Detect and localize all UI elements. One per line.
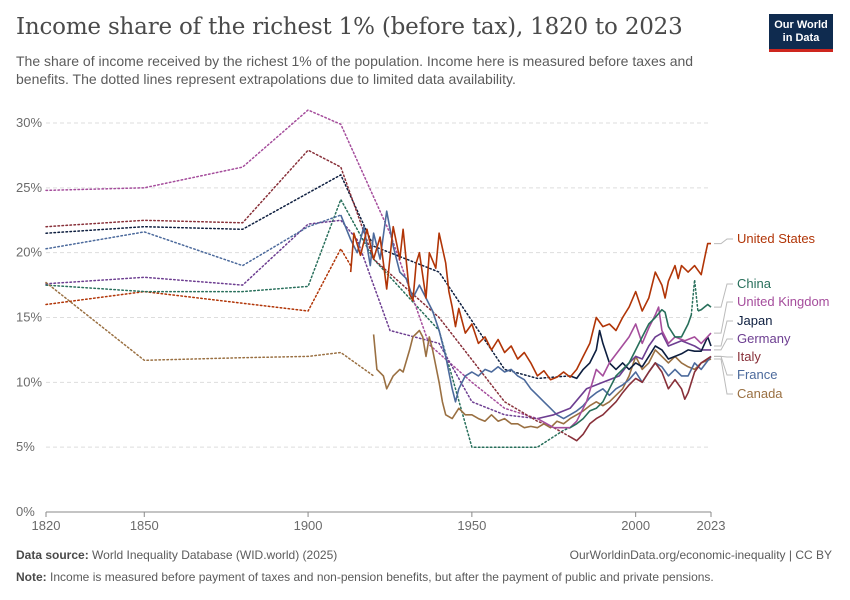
y-tick-label: 15% (16, 310, 42, 325)
series-japan-extrapolation (45, 173, 571, 380)
series-lines (45, 109, 712, 448)
series-united-states-line[interactable] (349, 225, 711, 381)
x-tick-label: 1850 (130, 518, 159, 533)
y-axis-ticks: 0% 5% 10% 15% 20% 25% 30% (16, 115, 42, 519)
footnote: Note: Income is measured before payment … (16, 570, 714, 584)
y-tick-label: 30% (16, 115, 42, 130)
series-united-states-extrapolation (45, 247, 352, 312)
label-connector (714, 301, 733, 334)
grid-lines (46, 122, 711, 513)
series-germany-extrapolation (45, 219, 539, 420)
label-connector (714, 283, 733, 308)
series-canada-extrapolation (45, 281, 375, 377)
series-label-united-states[interactable]: United States (737, 231, 816, 246)
note-text: Income is measured before payment of tax… (46, 570, 714, 584)
series-label-italy[interactable]: Italy (737, 349, 761, 364)
series-china-extrapolation (690, 279, 699, 316)
x-tick-label: 1950 (457, 518, 486, 533)
logo-line-1: Our World (774, 19, 828, 31)
label-connector (714, 355, 733, 376)
series-china-line[interactable] (697, 303, 712, 312)
series-canada-line[interactable] (372, 329, 712, 429)
label-connector (714, 238, 733, 245)
y-tick-label: 20% (16, 245, 42, 260)
series-united-kingdom-line[interactable] (537, 306, 712, 429)
source-url-link[interactable]: OurWorldinData.org/economic-inequality |… (569, 548, 832, 562)
series-label-germany[interactable]: Germany (737, 331, 791, 346)
chart-subtitle: The share of income received by the rich… (16, 53, 694, 87)
series-label-japan[interactable]: Japan (737, 313, 772, 328)
series-japan-line[interactable] (569, 329, 712, 380)
chart-title: Income share of the richest 1% (before t… (16, 14, 683, 40)
label-connector (714, 358, 733, 395)
series-label-france[interactable]: France (737, 367, 777, 382)
source-label: Data source: (16, 548, 89, 562)
series-labels: United States China United Kingdom Japan Ger… (714, 231, 830, 401)
y-tick-label: 5% (16, 439, 35, 454)
series-france-extrapolation (45, 214, 342, 267)
source-text: World Inequality Database (WID.world) (2… (88, 548, 338, 562)
line-chart: 0% 5% 10% 15% 20% 25% 30% 1820 1850 1900 1950 2000… (16, 109, 830, 533)
note-label: Note: (16, 570, 47, 584)
series-germany-line[interactable] (537, 332, 711, 420)
data-source: Data source: World Inequality Database (… (16, 548, 337, 562)
series-label-united-kingdom[interactable]: United Kingdom (737, 294, 830, 309)
x-tick-label: 2023 (697, 518, 726, 533)
series-label-canada[interactable]: Canada (737, 386, 783, 401)
y-tick-label: 10% (16, 374, 42, 389)
logo-line-2: in Data (782, 32, 820, 44)
label-connector (714, 338, 733, 351)
label-connector (714, 320, 733, 347)
series-italy-line[interactable] (569, 355, 712, 442)
y-tick-label: 25% (16, 180, 42, 195)
x-tick-label: 1900 (294, 518, 323, 533)
series-label-china[interactable]: China (737, 276, 772, 291)
x-tick-label: 2000 (621, 518, 650, 533)
series-china-line[interactable] (569, 308, 693, 429)
series-united-kingdom-extrapolation (45, 109, 539, 420)
owid-logo[interactable]: Our World in Data (769, 14, 833, 52)
x-axis: 1820 1850 1900 1950 2000 2023 (32, 512, 726, 533)
y-tick-label: 0% (16, 504, 35, 519)
x-tick-label: 1820 (32, 518, 61, 533)
